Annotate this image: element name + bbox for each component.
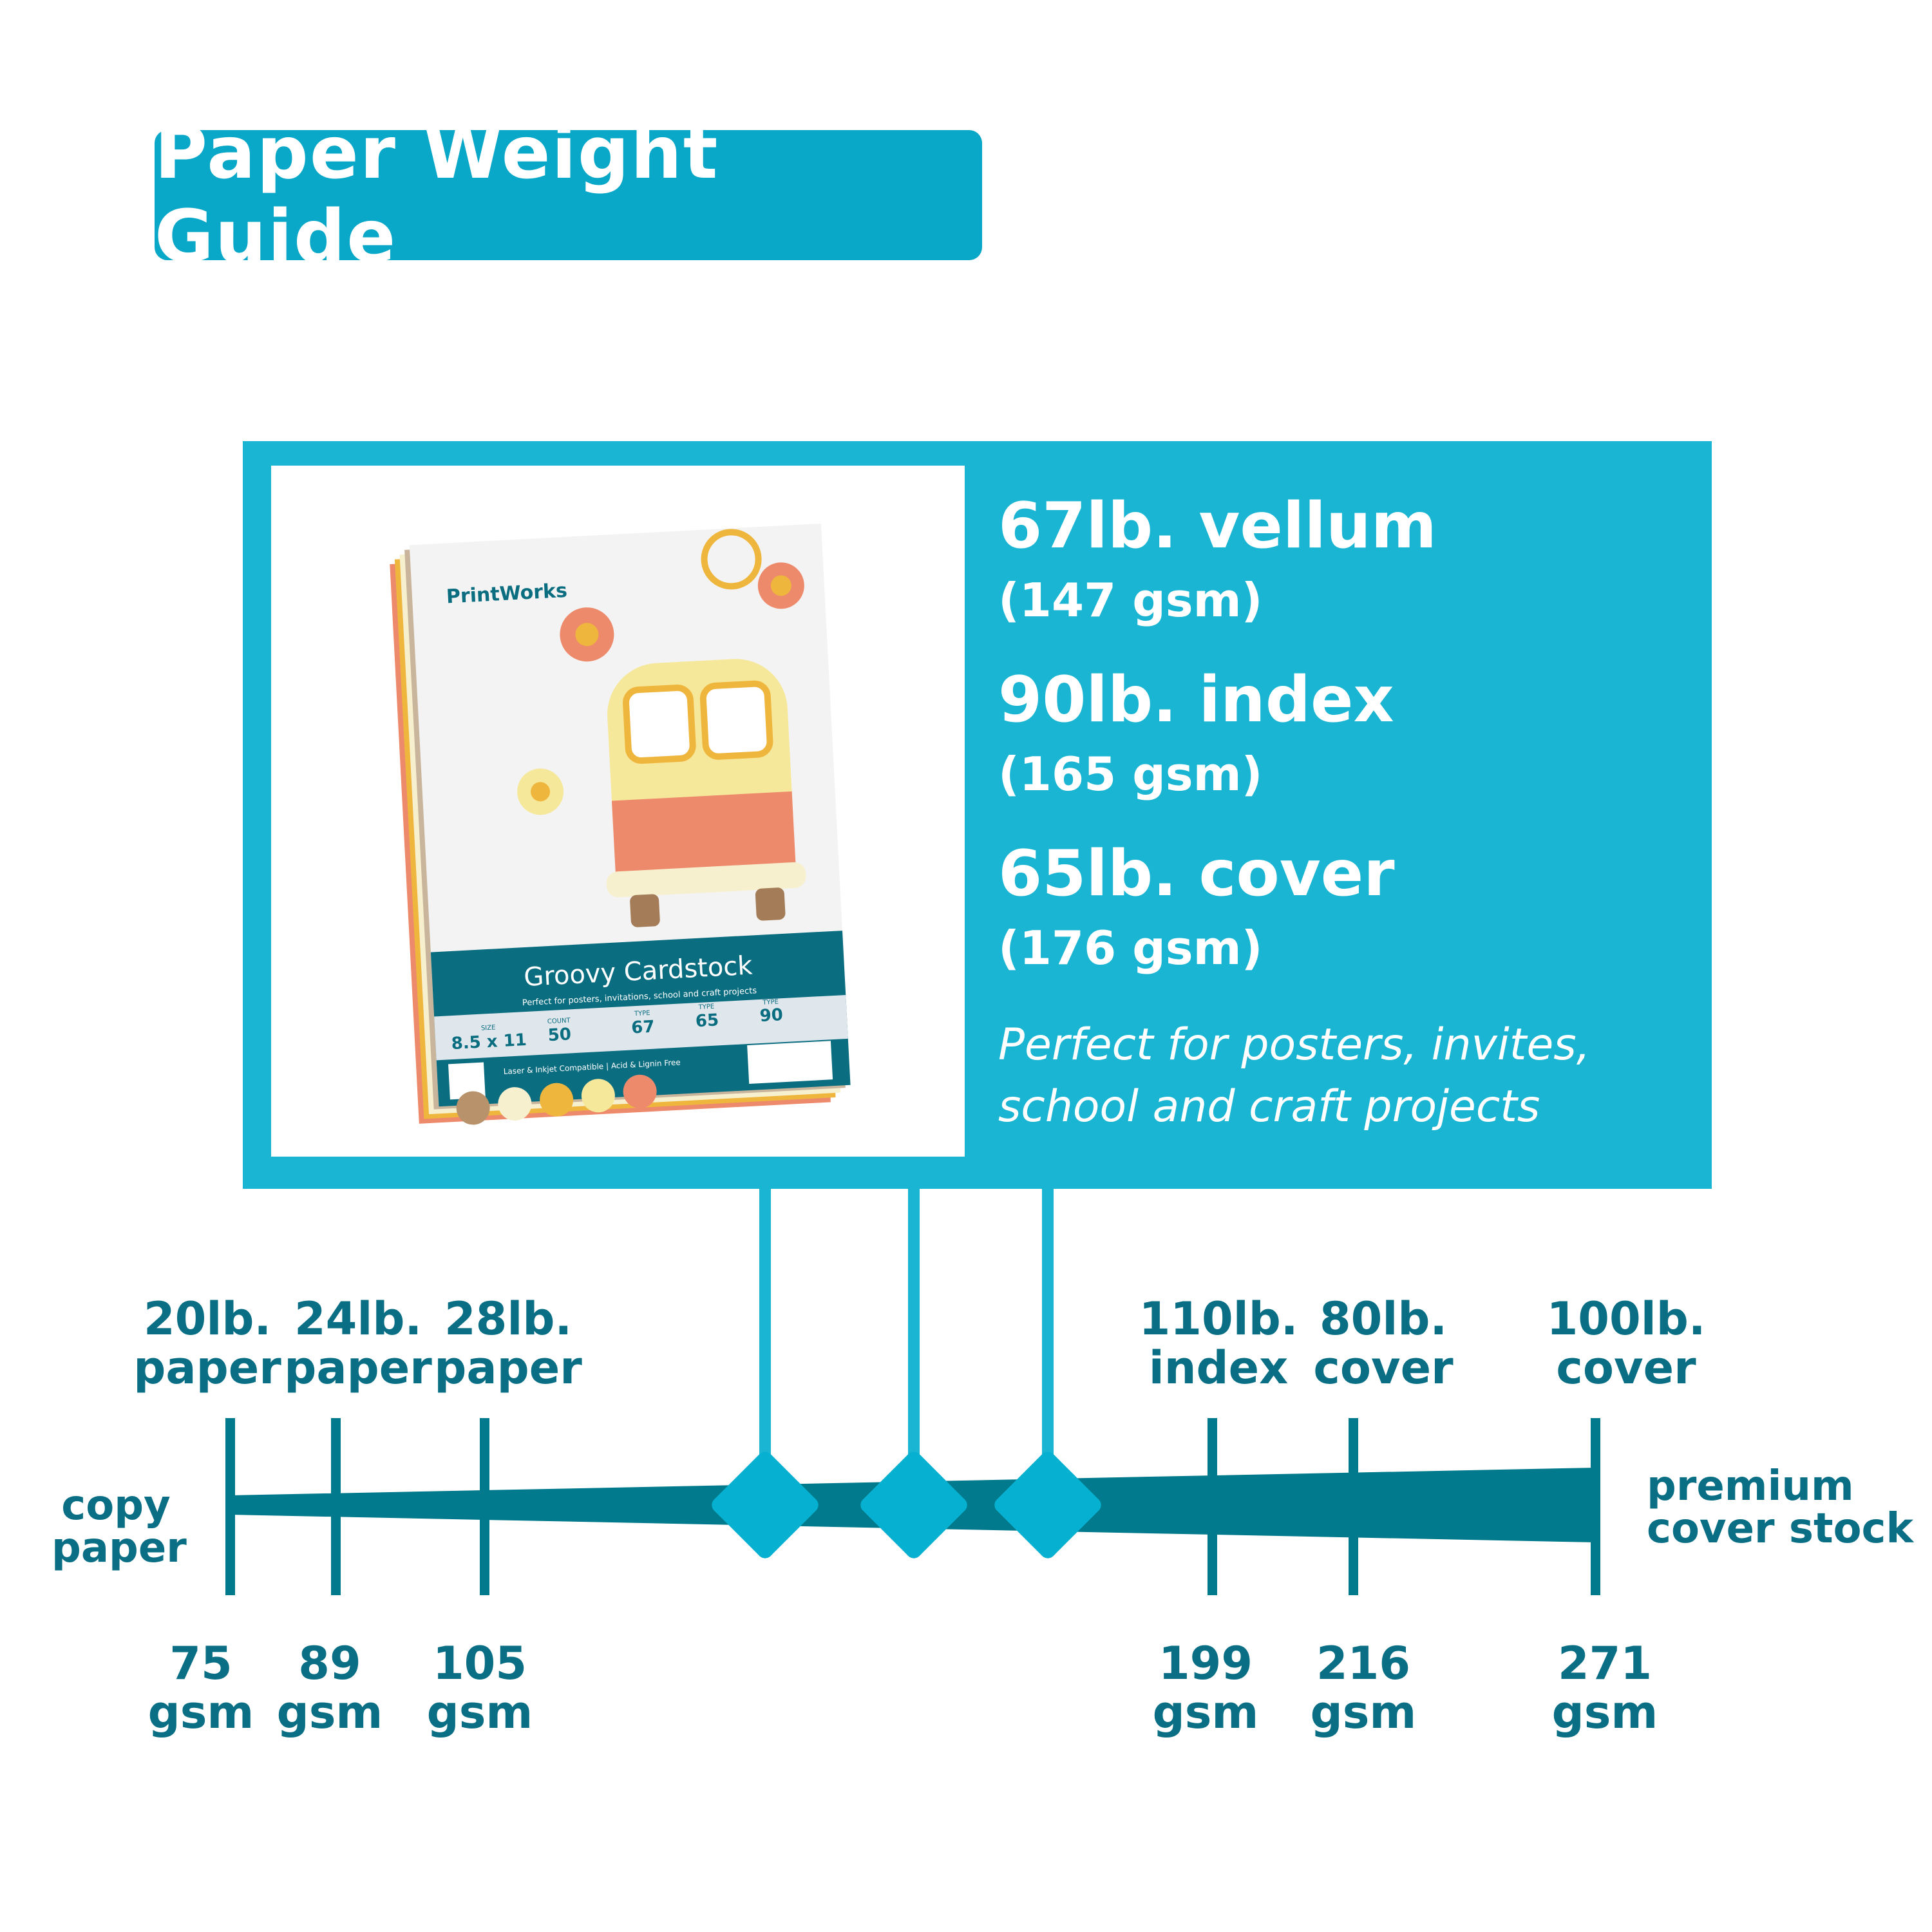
- spec-type-90-label: TYPE: [762, 998, 779, 1006]
- product-image: PrintWorks Groovy Cardstock Perfect for …: [271, 466, 965, 1157]
- featured-panel: PrintWorks Groovy Cardstock Perfect for …: [243, 441, 1712, 1189]
- featured-weight-3: 65lb. cover: [998, 837, 1395, 911]
- tick-80lb: [1349, 1418, 1358, 1595]
- connector-line-vellum: [759, 1189, 771, 1459]
- tick-label-bottom: 105 gsm: [426, 1637, 533, 1739]
- featured-weight-1: 67lb. vellum: [998, 489, 1437, 563]
- spec-type-65: 65: [695, 1010, 719, 1031]
- spec-size-label: SIZE: [481, 1024, 496, 1032]
- featured-gsm-2: (165 gsm): [998, 747, 1263, 801]
- featured-gsm-3: (176 gsm): [998, 921, 1263, 975]
- tick-label-bottom: 75 gsm: [147, 1637, 254, 1739]
- connector-line-cover: [1042, 1189, 1054, 1459]
- tick-24lb: [331, 1418, 341, 1595]
- tick-label-bottom: 216 gsm: [1310, 1637, 1417, 1739]
- tick-20lb: [225, 1418, 235, 1595]
- tick-100lb: [1591, 1418, 1600, 1595]
- right-end-line-2: cover stock: [1647, 1505, 1914, 1553]
- spec-size: 8.5 x 11: [451, 1030, 527, 1054]
- scale-right-end-label: premium cover stock: [1647, 1465, 1913, 1550]
- tick-28lb: [480, 1418, 489, 1595]
- tick-label-top: 24lb. paper: [284, 1293, 432, 1394]
- featured-gsm-1: (147 gsm): [998, 573, 1263, 627]
- scale-left-end-label: copy paper: [52, 1482, 187, 1572]
- left-end-line-1: copy: [61, 1482, 171, 1530]
- tick-label-bottom: 89 gsm: [276, 1637, 383, 1739]
- tick-label-bottom: 271 gsm: [1551, 1637, 1658, 1739]
- spec-count: 50: [547, 1025, 572, 1045]
- tick-110lb: [1208, 1418, 1217, 1595]
- tick-label-top: 20lb. paper: [133, 1293, 281, 1394]
- tick-label-bottom: 199 gsm: [1152, 1637, 1259, 1739]
- tagline-line-2: school and craft projects: [998, 1081, 1540, 1132]
- tagline-line-1: Perfect for posters, invites,: [998, 1019, 1591, 1070]
- spec-type-90: 90: [759, 1005, 784, 1026]
- connector-line-index: [908, 1189, 920, 1459]
- spec-type-67-label: TYPE: [634, 1010, 650, 1018]
- tick-label-top: 100lb. cover: [1546, 1293, 1706, 1394]
- right-end-line-1: premium: [1647, 1463, 1854, 1510]
- product-package-illustration: PrintWorks Groovy Cardstock Perfect for …: [390, 523, 851, 1125]
- featured-weight-2: 90lb. index: [998, 663, 1394, 737]
- title-banner: Paper Weight Guide: [155, 111, 982, 279]
- left-end-line-2: paper: [52, 1524, 187, 1572]
- spec-type-65-label: TYPE: [697, 1003, 714, 1011]
- tick-label-top: 28lb. paper: [434, 1293, 582, 1394]
- tick-label-top: 80lb. cover: [1313, 1293, 1454, 1394]
- page-title: Paper Weight Guide: [155, 111, 719, 279]
- spec-type-67: 67: [631, 1018, 656, 1038]
- tick-label-top: 110lb. index: [1139, 1293, 1298, 1394]
- spec-count-label: COUNT: [547, 1017, 571, 1025]
